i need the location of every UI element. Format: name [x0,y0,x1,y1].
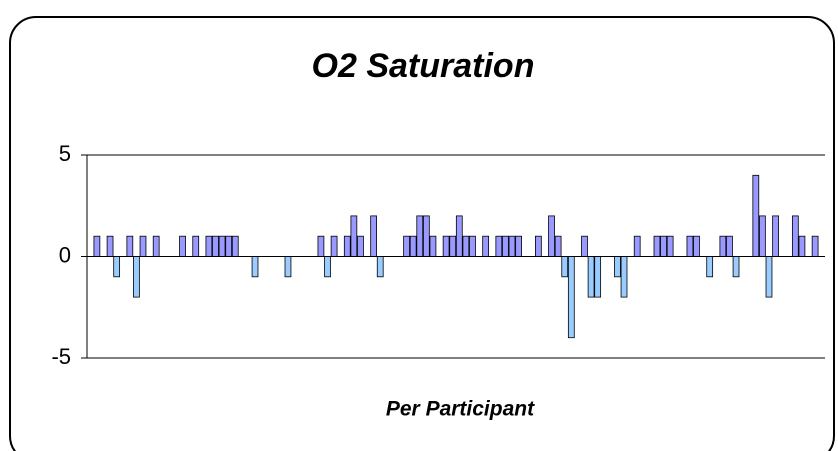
bar [133,256,140,298]
bar [212,235,219,257]
bar [106,235,114,257]
bar [772,215,779,257]
bar [218,235,226,257]
bar [693,235,700,257]
bar [343,235,351,257]
bar [350,215,358,257]
bar [587,256,595,298]
bar [548,215,555,257]
bar [205,235,213,257]
chart-title: O2 Saturation [312,47,535,85]
bar [686,235,694,257]
bar [139,235,147,257]
bar [455,215,463,257]
bar [515,235,522,257]
bar [666,235,674,257]
y-tick-label: -5 [51,344,71,369]
bar [152,235,160,257]
bar [495,235,503,257]
bar [660,235,667,257]
bar [502,235,509,257]
bar [126,235,134,257]
y-tick-label: 0 [59,242,71,267]
bar [752,174,760,257]
bar [653,235,661,257]
bar [179,235,186,257]
bar [508,235,516,257]
bar [93,235,101,257]
bar [554,235,562,257]
bar [429,235,437,257]
bar [732,256,740,278]
bar [811,235,819,257]
bar [442,235,450,257]
bar [317,235,325,257]
bar [357,235,364,257]
bar [567,256,575,339]
bar [594,256,602,298]
bar [726,235,733,257]
bar [581,235,588,257]
bar [324,256,331,278]
bar [798,235,806,257]
bar [370,215,377,257]
bar [765,256,773,298]
bar [759,215,766,257]
bar [719,235,727,257]
bar [251,256,259,278]
bar [376,256,384,278]
bar [416,215,424,257]
bar [620,256,628,298]
bar [706,256,714,278]
bar [192,235,200,257]
bar [469,235,476,257]
bar [482,235,490,257]
bar [791,215,799,257]
bar [633,235,641,257]
bar [409,235,417,257]
bar [561,256,569,278]
bar [535,235,542,257]
bar [403,235,410,257]
bar [231,235,239,257]
bar [330,235,338,257]
bar [113,256,121,278]
x-axis-label: Per Participant [386,398,535,421]
bar [462,235,470,257]
bar [422,215,430,257]
bar [614,256,621,278]
bar [225,235,233,257]
bar [284,256,292,278]
bar [449,235,457,257]
y-tick-label: 5 [59,141,71,166]
